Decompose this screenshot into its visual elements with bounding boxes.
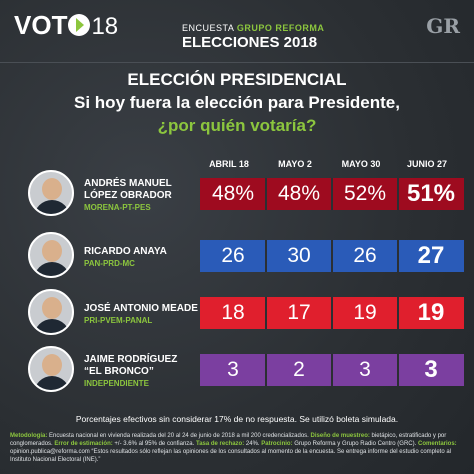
gr-logo: GR	[426, 14, 460, 38]
cell-divider	[397, 240, 399, 272]
result-value: 18	[221, 301, 245, 324]
party-label: PRI-PVEM-PANAL	[84, 316, 153, 325]
result-value: 48%	[211, 182, 255, 205]
result-value: 19	[353, 301, 377, 324]
cell-divider	[265, 354, 267, 386]
candidate-row: RICARDO ANAYA PAN-PRD-MC 26 30 26 27	[28, 232, 464, 282]
column-header: ABRIL 18	[209, 159, 249, 169]
play-icon	[68, 14, 91, 36]
candidate-row: JAIME RODRÍGUEZ “EL BRONCO” INDEPENDIENTE 3…	[28, 346, 464, 396]
meade-photo	[28, 289, 74, 335]
header-divider	[0, 62, 474, 63]
result-value: 26	[221, 244, 245, 267]
result-bar: 3 2 3 3	[200, 354, 464, 386]
anaya-photo	[28, 232, 74, 278]
cell-divider	[331, 178, 333, 210]
result-value: 19	[417, 299, 445, 326]
column-header: JUNIO 27	[406, 159, 448, 169]
result-value: 30	[287, 244, 311, 267]
result-value: 3	[359, 358, 371, 381]
chart-question-2: ¿por quién votaría?	[157, 116, 317, 135]
result-value: 52%	[343, 182, 387, 205]
candidate-name: JOSÉ ANTONIO MEADE	[84, 303, 198, 315]
result-bar: 26 30 26 27	[200, 240, 464, 272]
party-label: MORENA-PT-PES	[84, 203, 151, 212]
result-value: 26	[353, 244, 377, 267]
candidate-name-line: RICARDO ANAYA	[84, 246, 167, 257]
party-label: INDEPENDIENTE	[84, 379, 149, 388]
candidate-name-line: JOSÉ ANTONIO MEADE	[84, 303, 198, 314]
result-value: 2	[293, 358, 305, 381]
header: VOT 18 ENCUESTA GRUPO REFORMA ELECCIONES …	[0, 0, 474, 60]
chart-question: Si hoy fuera la elección para Presidente…	[74, 93, 400, 112]
cell-divider	[265, 178, 267, 210]
result-value: 17	[287, 301, 311, 324]
column-header: MAYO 2	[278, 159, 312, 169]
elections-label: ELECCIONES 2018	[182, 34, 318, 51]
candidate-name: RICARDO ANAYA	[84, 246, 167, 258]
survey-label: ENCUESTA GRUPO REFORMA	[182, 23, 325, 33]
candidate-name-line: “EL BRONCO”	[84, 366, 154, 377]
result-value: 51%	[406, 180, 456, 207]
column-header: MAYO 30	[341, 159, 381, 169]
note: Porcentajes efectivos sin considerar 17%…	[75, 414, 399, 424]
candidate-name-line: JAIME RODRÍGUEZ	[84, 354, 178, 365]
cell-divider	[331, 297, 333, 329]
candidate-row: JOSÉ ANTONIO MEADE PRI-PVEM-PANAL 18 17 19 19	[28, 289, 464, 339]
cell-divider	[397, 297, 399, 329]
cell-divider	[397, 178, 399, 210]
result-value: 3	[424, 356, 438, 383]
candidate-row: ANDRÉS MANUEL LÓPEZ OBRADOR MORENA-PT-PES 4…	[28, 170, 464, 220]
result-value: 48%	[277, 182, 321, 205]
voto18-logo: VOT 18	[14, 10, 119, 40]
cell-divider	[331, 240, 333, 272]
result-value: 3	[227, 358, 239, 381]
result-bar: 18 17 19 19	[200, 297, 464, 329]
candidate-name-line: LÓPEZ OBRADOR	[84, 190, 172, 201]
candidate-name: ANDRÉS MANUEL LÓPEZ OBRADOR	[84, 178, 172, 202]
cell-divider	[331, 354, 333, 386]
result-value: 27	[417, 242, 445, 269]
result-bar: 48% 48% 52% 51%	[200, 178, 464, 210]
cell-divider	[265, 240, 267, 272]
lopez-obrador-photo	[28, 170, 74, 216]
candidate-name: JAIME RODRÍGUEZ “EL BRONCO”	[84, 354, 177, 378]
chart-title: ELECCIÓN PRESIDENCIAL	[127, 70, 347, 89]
rodriguez-photo	[28, 346, 74, 392]
candidate-name-line: ANDRÉS MANUEL	[84, 178, 172, 189]
cell-divider	[397, 354, 399, 386]
cell-divider	[265, 297, 267, 329]
party-label: PAN-PRD-MC	[84, 259, 135, 268]
footer-methodology: Metodología: Encuesta nacional en vivien…	[10, 433, 457, 463]
